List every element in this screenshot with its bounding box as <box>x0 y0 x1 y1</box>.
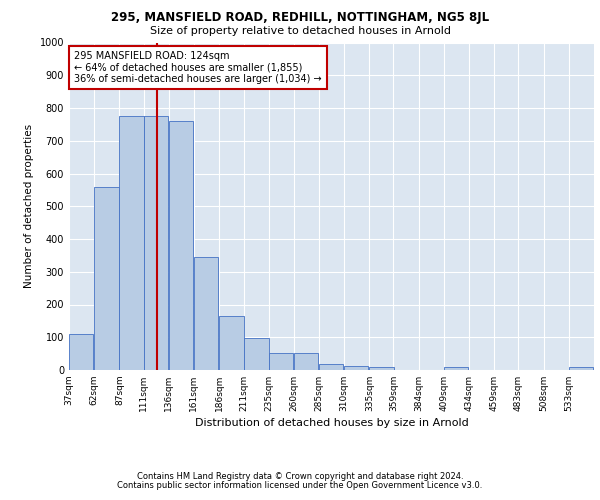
Bar <box>444 368 468 370</box>
Text: Size of property relative to detached houses in Arnold: Size of property relative to detached ho… <box>149 26 451 36</box>
Text: 295 MANSFIELD ROAD: 124sqm
← 64% of detached houses are smaller (1,855)
36% of s: 295 MANSFIELD ROAD: 124sqm ← 64% of deta… <box>74 50 322 84</box>
Bar <box>119 116 144 370</box>
Text: Contains public sector information licensed under the Open Government Licence v3: Contains public sector information licen… <box>118 481 482 490</box>
Bar <box>194 257 218 370</box>
Text: 295, MANSFIELD ROAD, REDHILL, NOTTINGHAM, NG5 8JL: 295, MANSFIELD ROAD, REDHILL, NOTTINGHAM… <box>111 12 489 24</box>
Bar <box>69 334 94 370</box>
Y-axis label: Number of detached properties: Number of detached properties <box>24 124 34 288</box>
Bar <box>143 116 168 370</box>
Bar <box>244 338 269 370</box>
Bar <box>269 353 293 370</box>
Bar <box>219 316 244 370</box>
Bar <box>319 364 343 370</box>
Bar <box>344 366 368 370</box>
Bar <box>369 368 394 370</box>
Bar <box>169 121 193 370</box>
Bar <box>569 368 593 370</box>
X-axis label: Distribution of detached houses by size in Arnold: Distribution of detached houses by size … <box>194 418 469 428</box>
Bar <box>94 186 119 370</box>
Text: Contains HM Land Registry data © Crown copyright and database right 2024.: Contains HM Land Registry data © Crown c… <box>137 472 463 481</box>
Bar <box>294 353 318 370</box>
